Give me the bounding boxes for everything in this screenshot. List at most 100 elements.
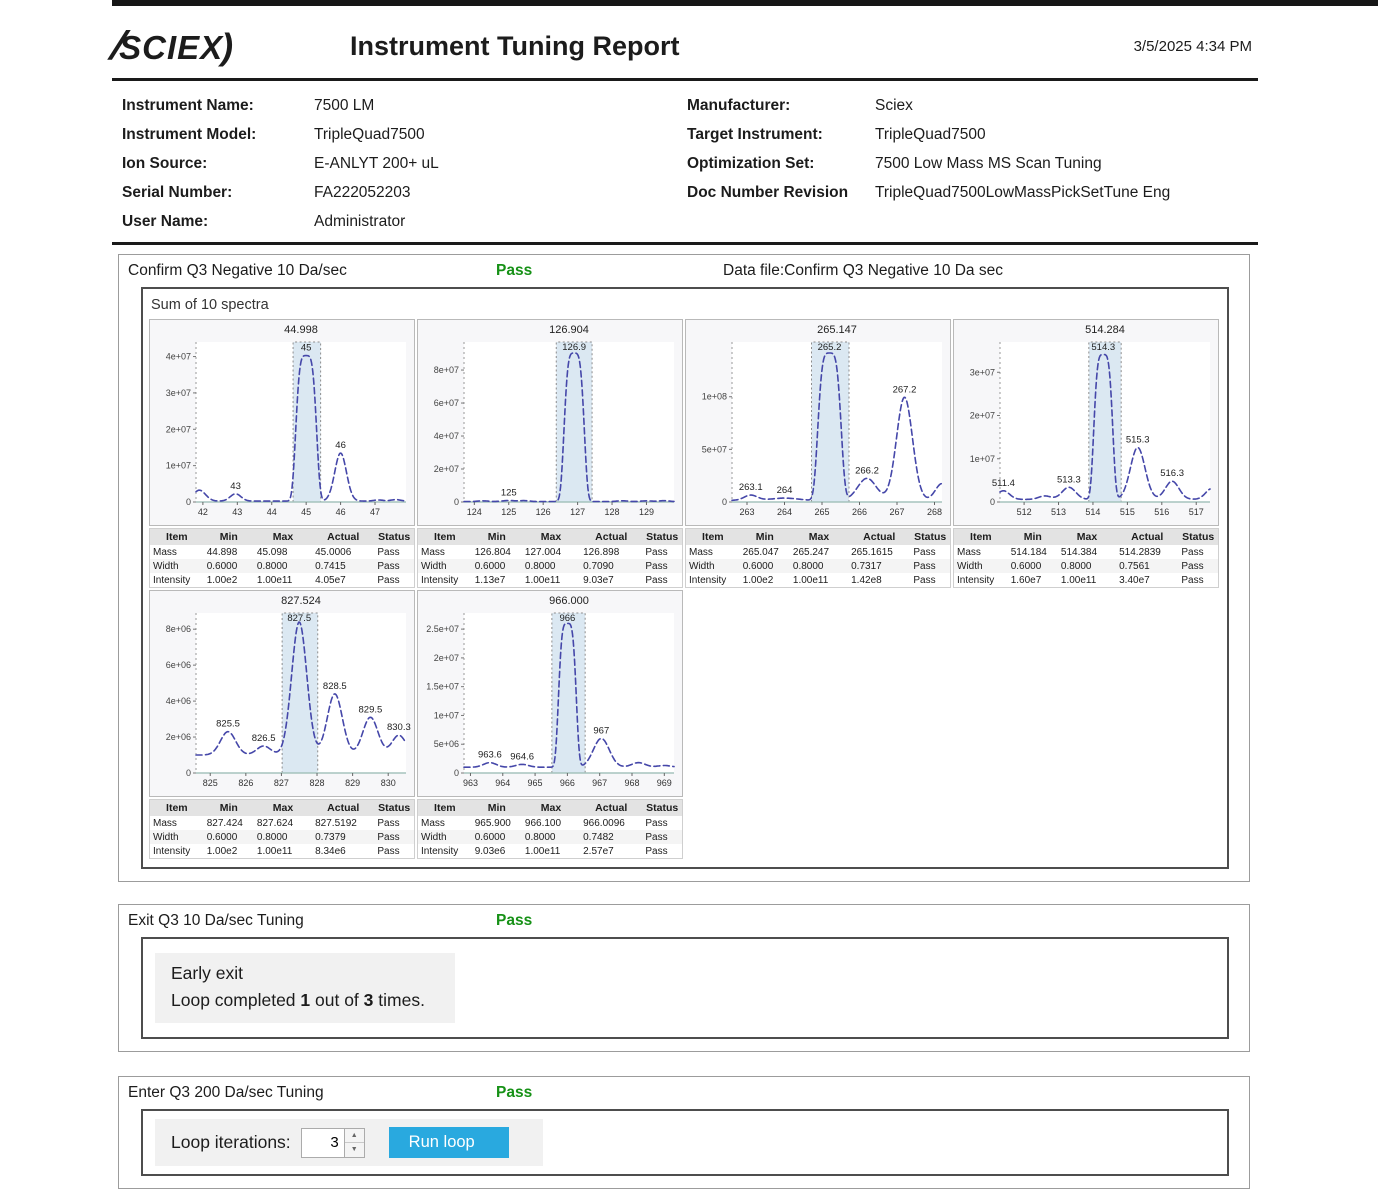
table-header-row: Item Min Max Actual Status xyxy=(417,799,683,816)
svg-text:968: 968 xyxy=(624,778,639,788)
info-value: TripleQuad7500 xyxy=(314,125,425,143)
svg-text:4e+07: 4e+07 xyxy=(166,352,191,362)
logo-paren: ) xyxy=(221,25,234,67)
table-cell: Mass xyxy=(421,817,445,829)
spectra-subtitle: Sum of 10 spectra xyxy=(151,297,269,313)
tolerance-table: Item Min Max Actual Status Mass 126.804 127.004… xyxy=(417,528,683,588)
svg-text:266.2: 266.2 xyxy=(855,465,879,476)
loop-controls: Loop iterations: ▲ ▼ Run loop xyxy=(155,1119,543,1166)
spectrum-chart-box: 0 2e+06 4e+06 6e+06 8e+06 825 826 827 828 829 830 8… xyxy=(149,590,415,797)
svg-text:0: 0 xyxy=(990,497,995,507)
spectrum-chart: 0 1e+07 2e+07 3e+07 4e+07 42 43 44 45 46 47 43 45 46 4… xyxy=(150,320,414,520)
svg-text:44: 44 xyxy=(267,507,277,517)
top-divider-bar xyxy=(112,0,1378,6)
column-header: Status xyxy=(642,528,683,545)
column-header: Actual xyxy=(312,528,375,545)
column-header: Item xyxy=(417,799,472,816)
table-cell: Pass xyxy=(377,546,400,558)
page-title: Instrument Tuning Report xyxy=(350,30,680,61)
svg-text:6e+06: 6e+06 xyxy=(166,660,191,670)
svg-text:43: 43 xyxy=(232,507,242,517)
column-header: Min xyxy=(1007,528,1058,545)
info-row: Ion Source: E-ANLYT 200+ uL xyxy=(122,149,687,178)
loop-iterations-stepper[interactable]: ▲ ▼ xyxy=(300,1127,365,1158)
svg-text:6e+07: 6e+07 xyxy=(434,398,459,408)
info-value: Sciex xyxy=(875,96,913,114)
table-cell: 0.6000 xyxy=(471,830,522,844)
info-value: TripleQuad7500LowMassPickSetTune Eng xyxy=(875,183,1171,201)
column-header: Status xyxy=(374,528,415,545)
column-header: Max xyxy=(521,528,581,545)
svg-text:964: 964 xyxy=(495,778,510,788)
table-header-row: Item Min Max Actual Status xyxy=(953,528,1219,545)
svg-text:266: 266 xyxy=(852,507,867,517)
table-cell: 966.100 xyxy=(524,817,562,829)
svg-text:265.2: 265.2 xyxy=(818,342,842,353)
table-cell: Width xyxy=(149,559,204,573)
table-cell: Intensity xyxy=(421,574,459,586)
peak-title: 44.998 xyxy=(284,324,318,336)
svg-text:4e+06: 4e+06 xyxy=(166,696,191,706)
svg-text:5e+07: 5e+07 xyxy=(702,444,727,454)
column-header: Max xyxy=(1057,528,1117,545)
svg-text:512: 512 xyxy=(1017,507,1032,517)
table-cell: 44.898 xyxy=(206,546,238,558)
svg-text:2e+07: 2e+07 xyxy=(434,464,459,474)
table-cell: 0.7561 xyxy=(1116,559,1179,573)
spectrum-chart-box: 0 2e+07 4e+07 6e+07 8e+07 124 125 126 127 128 129 1… xyxy=(417,319,683,526)
svg-text:267: 267 xyxy=(889,507,904,517)
svg-text:264: 264 xyxy=(777,485,793,496)
table-cell: 127.004 xyxy=(524,546,562,558)
svg-text:125: 125 xyxy=(501,507,516,517)
info-label: Manufacturer: xyxy=(687,96,791,114)
table-cell: Mass xyxy=(689,546,713,558)
table-cell: Mass xyxy=(153,817,177,829)
table-cell: Pass xyxy=(374,830,415,844)
info-label: Serial Number: xyxy=(122,183,233,201)
spectra-grid: 0 1e+07 2e+07 3e+07 4e+07 42 43 44 45 46 47 43 45 46 4… xyxy=(143,317,1227,867)
tolerance-table: Item Min Max Actual Status Mass 44.898 45.098 45… xyxy=(149,528,415,588)
stepper-up-icon[interactable]: ▲ xyxy=(344,1128,364,1143)
spectrum-chart-box: 0 5e+06 1e+07 1.5e+07 2e+07 2.5e+07 963 964 965 9… xyxy=(417,590,683,797)
svg-text:515: 515 xyxy=(1120,507,1135,517)
table-cell: Width xyxy=(417,559,472,573)
svg-text:516.3: 516.3 xyxy=(1160,468,1184,479)
table-cell: Pass xyxy=(645,817,668,829)
run-loop-button[interactable]: Run loop xyxy=(388,1127,509,1158)
column-header: Max xyxy=(253,799,313,816)
peak-title: 265.147 xyxy=(817,324,857,336)
svg-text:963.6: 963.6 xyxy=(478,750,502,761)
svg-text:8e+06: 8e+06 xyxy=(166,624,191,634)
column-header: Item xyxy=(953,528,1008,545)
table-cell: Pass xyxy=(377,817,400,829)
svg-text:825.5: 825.5 xyxy=(216,719,240,730)
table-cell: 0.7090 xyxy=(580,559,643,573)
info-label: User Name: xyxy=(122,212,209,230)
table-cell: 0.7379 xyxy=(312,830,375,844)
svg-text:5e+06: 5e+06 xyxy=(434,739,459,749)
table-cell: 45.098 xyxy=(256,546,288,558)
svg-text:1e+07: 1e+07 xyxy=(970,454,995,464)
loop-iterations-input[interactable] xyxy=(300,1127,345,1158)
table-row: Width 0.6000 0.8000 0.7090 Pass xyxy=(417,559,683,573)
info-value: 7500 LM xyxy=(314,96,375,114)
table-cell: 9.03e7 xyxy=(583,574,614,586)
table-row: Intensity 1.00e2 1.00e11 4.05e7 Pass xyxy=(150,573,415,588)
svg-text:829.5: 829.5 xyxy=(359,704,383,715)
table-cell: Pass xyxy=(910,559,951,573)
svg-text:829: 829 xyxy=(345,778,360,788)
table-cell: 0.8000 xyxy=(521,830,581,844)
column-header: Max xyxy=(789,528,849,545)
tolerance-table: Item Min Max Actual Status Mass 265.047 265.247… xyxy=(685,528,951,588)
logo-text: SCIEX xyxy=(119,28,224,66)
column-header: Min xyxy=(739,528,790,545)
table-cell: 0.7415 xyxy=(312,559,375,573)
stepper-down-icon[interactable]: ▼ xyxy=(344,1143,364,1157)
svg-text:830.3: 830.3 xyxy=(387,722,411,733)
table-cell: 1.00e2 xyxy=(742,574,774,586)
info-rule xyxy=(112,242,1258,245)
section-exit-q3: Exit Q3 10 Da/sec Tuning Pass Early exit… xyxy=(118,904,1250,1052)
peak-title: 514.284 xyxy=(1085,324,1125,336)
table-cell: 1.13e7 xyxy=(474,574,506,586)
svg-text:126.9: 126.9 xyxy=(562,342,586,353)
